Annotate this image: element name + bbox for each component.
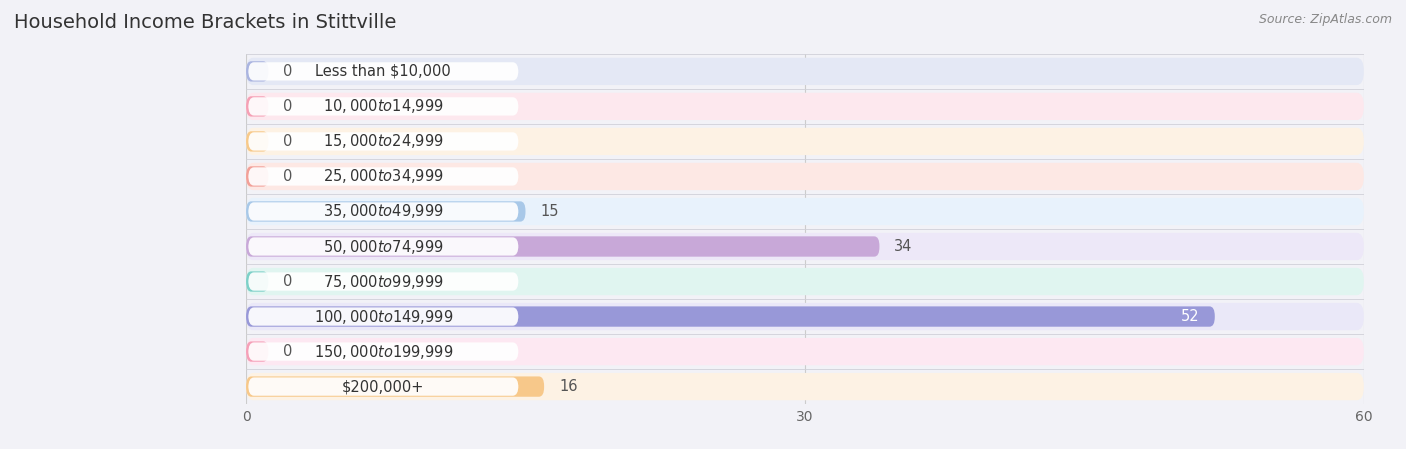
FancyBboxPatch shape bbox=[246, 271, 269, 292]
FancyBboxPatch shape bbox=[249, 308, 519, 326]
Text: $150,000 to $199,999: $150,000 to $199,999 bbox=[314, 343, 453, 361]
Text: 15: 15 bbox=[540, 204, 560, 219]
FancyBboxPatch shape bbox=[249, 378, 519, 396]
Text: $35,000 to $49,999: $35,000 to $49,999 bbox=[323, 202, 444, 220]
FancyBboxPatch shape bbox=[249, 132, 519, 150]
Text: 0: 0 bbox=[283, 99, 292, 114]
FancyBboxPatch shape bbox=[246, 201, 526, 222]
Text: 16: 16 bbox=[560, 379, 578, 394]
FancyBboxPatch shape bbox=[249, 97, 519, 115]
FancyBboxPatch shape bbox=[246, 58, 1364, 85]
Text: 52: 52 bbox=[1181, 309, 1199, 324]
Text: 0: 0 bbox=[283, 64, 292, 79]
FancyBboxPatch shape bbox=[249, 62, 519, 80]
Text: $10,000 to $14,999: $10,000 to $14,999 bbox=[323, 97, 444, 115]
Text: 0: 0 bbox=[283, 169, 292, 184]
FancyBboxPatch shape bbox=[246, 128, 1364, 155]
Text: Less than $10,000: Less than $10,000 bbox=[315, 64, 451, 79]
FancyBboxPatch shape bbox=[246, 93, 1364, 120]
FancyBboxPatch shape bbox=[246, 163, 1364, 190]
FancyBboxPatch shape bbox=[246, 61, 269, 82]
Text: 0: 0 bbox=[283, 344, 292, 359]
FancyBboxPatch shape bbox=[246, 131, 269, 152]
FancyBboxPatch shape bbox=[246, 198, 1364, 225]
FancyBboxPatch shape bbox=[249, 167, 519, 185]
Text: Household Income Brackets in Stittville: Household Income Brackets in Stittville bbox=[14, 13, 396, 32]
FancyBboxPatch shape bbox=[246, 303, 1364, 330]
Text: Source: ZipAtlas.com: Source: ZipAtlas.com bbox=[1258, 13, 1392, 26]
Text: $25,000 to $34,999: $25,000 to $34,999 bbox=[323, 167, 444, 185]
FancyBboxPatch shape bbox=[246, 306, 1215, 327]
FancyBboxPatch shape bbox=[246, 341, 269, 362]
Text: $50,000 to $74,999: $50,000 to $74,999 bbox=[323, 238, 444, 255]
FancyBboxPatch shape bbox=[246, 338, 1364, 365]
FancyBboxPatch shape bbox=[249, 343, 519, 361]
FancyBboxPatch shape bbox=[246, 233, 1364, 260]
Text: $100,000 to $149,999: $100,000 to $149,999 bbox=[314, 308, 453, 326]
FancyBboxPatch shape bbox=[249, 202, 519, 220]
FancyBboxPatch shape bbox=[246, 236, 880, 257]
FancyBboxPatch shape bbox=[246, 268, 1364, 295]
Text: 0: 0 bbox=[283, 274, 292, 289]
FancyBboxPatch shape bbox=[246, 373, 1364, 400]
FancyBboxPatch shape bbox=[246, 96, 269, 117]
Text: $15,000 to $24,999: $15,000 to $24,999 bbox=[323, 132, 444, 150]
Text: 0: 0 bbox=[283, 134, 292, 149]
Text: $75,000 to $99,999: $75,000 to $99,999 bbox=[323, 273, 444, 291]
FancyBboxPatch shape bbox=[249, 273, 519, 291]
FancyBboxPatch shape bbox=[246, 376, 544, 397]
FancyBboxPatch shape bbox=[246, 166, 269, 187]
Text: $200,000+: $200,000+ bbox=[342, 379, 425, 394]
FancyBboxPatch shape bbox=[249, 238, 519, 255]
Text: 34: 34 bbox=[894, 239, 912, 254]
